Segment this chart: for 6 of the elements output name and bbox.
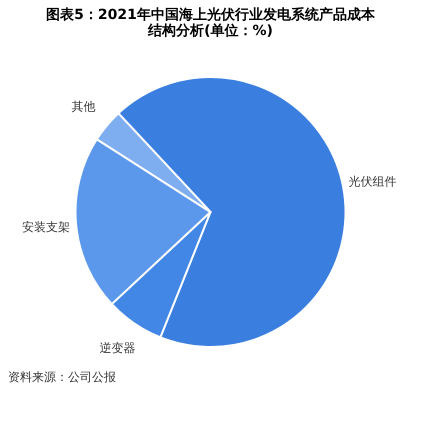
slice-label: 安装支架 xyxy=(22,220,70,234)
slice-label: 光伏组件 xyxy=(348,174,397,189)
chart-title: 图表5：2021年中国海上光伏行业发电系统产品成本结构分析(单位：%) xyxy=(46,6,376,39)
slice-label: 其他 xyxy=(72,99,96,114)
slice-label: 逆变器 xyxy=(99,341,136,356)
text: 资料来源：公司公报 xyxy=(8,370,116,384)
